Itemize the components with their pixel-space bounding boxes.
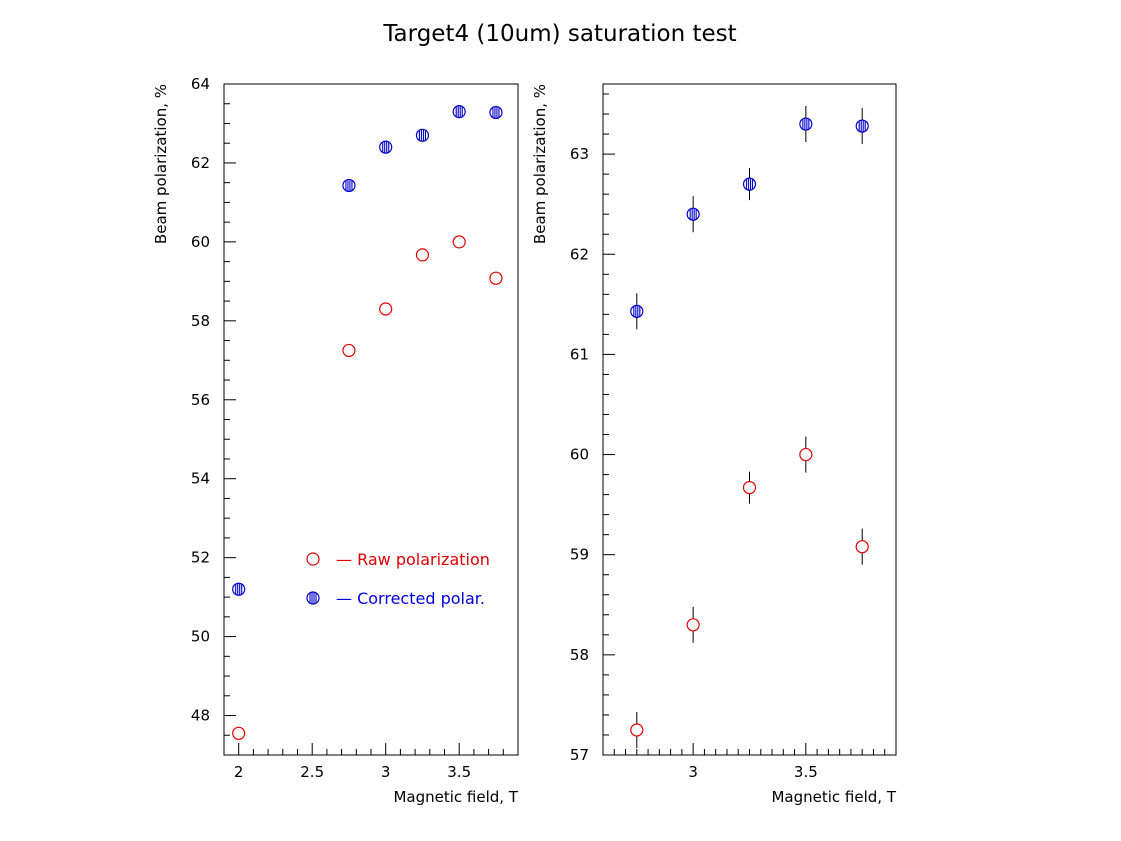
- point-corrected-0-0-outline: [232, 582, 246, 596]
- plot-frame-0: [223, 83, 519, 756]
- chart-title: Target4 (10um) saturation test: [382, 21, 736, 47]
- x-tick-label-0-1: 2.5: [300, 763, 324, 781]
- point-raw-0-5: [489, 271, 503, 285]
- point-corrected-0-3: [415, 128, 430, 142]
- y-tick-label-0-5: 58: [191, 312, 210, 330]
- y-tick-label-0-0: 48: [191, 707, 210, 725]
- point-corrected-0-5-outline: [489, 105, 503, 120]
- legend-label-corrected: — Corrected polar.: [336, 589, 485, 608]
- point-raw-0-4: [452, 235, 466, 249]
- y-tick-label-1-4: 61: [570, 345, 589, 363]
- legend-marker-raw: [306, 552, 320, 566]
- x-tick-label-0-2: 3: [381, 763, 391, 781]
- right-panel: 3 3.5 57 58 59 60 61 62 63 Magnetic field, T Beam …: [531, 83, 897, 806]
- y-axis-label-1: Beam polarization, %: [531, 84, 549, 244]
- y-tick-label-0-2: 52: [191, 549, 210, 567]
- point-corrected-0-0: [232, 582, 246, 596]
- point-corrected-1-3-outline: [799, 117, 813, 131]
- y-axis-label-0: Beam polarization, %: [152, 84, 170, 244]
- point-corrected-0-1-outline: [342, 178, 356, 193]
- y-tick-label-1-6: 63: [570, 145, 589, 163]
- legend-marker-corrected-outline: [306, 591, 320, 605]
- x-tick-label-1-0: 3: [688, 763, 698, 781]
- legend-marker-corrected: [306, 591, 320, 605]
- legend-label-raw: — Raw polarization: [336, 550, 490, 569]
- point-raw-1-4: [855, 540, 869, 554]
- y-tick-label-1-5: 62: [570, 245, 589, 263]
- point-raw-0-3: [415, 248, 430, 262]
- y-tick-label-1-0: 57: [570, 746, 589, 764]
- point-corrected-1-0-outline: [630, 304, 644, 318]
- y-tick-label-0-3: 54: [191, 470, 210, 488]
- point-corrected-0-3-outline: [415, 128, 430, 142]
- legend: — Raw polarization — Corrected polar.: [306, 550, 490, 608]
- point-corrected-0-4: [452, 105, 466, 119]
- point-corrected-0-2: [379, 140, 393, 154]
- y-tick-label-0-6: 60: [191, 233, 210, 251]
- point-corrected-1-1: [686, 207, 700, 221]
- point-corrected-1-1-outline: [686, 207, 700, 221]
- point-corrected-0-1: [342, 178, 356, 193]
- y-tick-label-1-3: 60: [570, 446, 589, 464]
- point-corrected-1-0: [630, 304, 644, 318]
- y-tick-label-0-4: 56: [191, 391, 210, 409]
- point-corrected-1-2-outline: [742, 177, 757, 191]
- x-axis-label-1: Magnetic field, T: [771, 788, 896, 806]
- y-tick-label-0-1: 50: [191, 628, 210, 646]
- y-tick-label-0-8: 64: [191, 75, 210, 93]
- point-raw-0-0: [232, 726, 246, 740]
- point-raw-1-3: [799, 447, 813, 462]
- point-corrected-1-4-outline: [855, 119, 869, 133]
- x-tick-label-0-0: 2: [234, 763, 244, 781]
- point-raw-1-1: [686, 618, 700, 632]
- x-axis-label-0: Magnetic field, T: [393, 788, 518, 806]
- y-tick-label-1-1: 58: [570, 646, 589, 664]
- point-corrected-1-3: [799, 117, 813, 131]
- y-tick-label-0-7: 62: [191, 154, 210, 172]
- point-corrected-0-4-outline: [452, 105, 466, 119]
- x-tick-label-0-3: 3.5: [447, 763, 471, 781]
- point-raw-0-1: [342, 343, 356, 358]
- point-raw-1-2: [742, 481, 757, 495]
- x-tick-label-1-1: 3.5: [794, 763, 818, 781]
- point-raw-1-0: [630, 723, 644, 737]
- point-raw-0-2: [379, 302, 393, 316]
- y-tick-label-1-2: 59: [570, 546, 589, 564]
- point-corrected-0-2-outline: [379, 140, 393, 154]
- left-panel: 2 2.5 3 3.5 48 50 52 54 56 58 60 62 64 Magnetic field…: [152, 75, 519, 806]
- point-corrected-1-4: [855, 119, 869, 133]
- point-corrected-1-2: [742, 177, 757, 191]
- point-corrected-0-5: [489, 105, 503, 120]
